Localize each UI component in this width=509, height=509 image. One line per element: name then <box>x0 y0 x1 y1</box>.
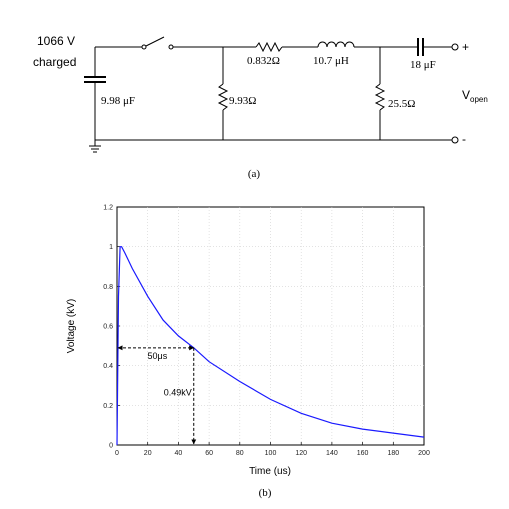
y-tick-label: 0 <box>109 443 113 450</box>
y-tick-label: 0.4 <box>103 363 113 370</box>
annotation-voltage-label: 0.49kV <box>164 387 192 397</box>
l1-label: 10.7 μH <box>313 55 349 67</box>
x-tick-label: 40 <box>175 450 183 457</box>
y-axis-ticks: 0 0.2 0.4 0.6 0.8 1 1.2 <box>103 205 120 450</box>
r2-label: 0.832Ω <box>247 55 280 67</box>
annotation-time-label: 50μs <box>148 351 168 361</box>
y-axis-label: Voltage (kV) <box>66 299 77 353</box>
x-tick-label: 180 <box>387 450 399 457</box>
capacitor-c1-symbol <box>84 76 106 83</box>
x-tick-label: 200 <box>418 450 430 457</box>
panel-label-a: (a) <box>248 168 261 180</box>
x-tick-label: 0 <box>115 450 119 457</box>
y-tick-label: 0.8 <box>103 284 113 291</box>
c1-label: 9.98 μF <box>101 95 135 107</box>
output-terminal-plus <box>451 43 459 51</box>
resistor-r1-symbol <box>217 83 229 111</box>
y-tick-label: 1 <box>109 244 113 251</box>
resistor-r2-symbol <box>255 41 283 53</box>
r1-label: 9.93Ω <box>229 95 256 107</box>
source-voltage-label: 1066 V <box>37 34 75 48</box>
capacitor-c2-symbol <box>417 38 424 56</box>
c2-label: 18 μF <box>410 59 436 71</box>
x-tick-label: 140 <box>326 450 338 457</box>
plus-label: + <box>462 40 469 54</box>
x-tick-label: 80 <box>236 450 244 457</box>
x-axis-ticks: 0 20 40 60 80 100 120 140 160 180 200 <box>115 442 430 457</box>
ground-icon <box>89 140 101 153</box>
circuit-diagram: 1066 V charged 9.98 μF 9.93Ω 0.832Ω 10.7… <box>33 34 488 180</box>
x-tick-label: 120 <box>295 450 307 457</box>
y-tick-label: 0.2 <box>103 403 113 410</box>
y-tick-label: 1.2 <box>103 205 113 212</box>
output-voltage-label: Vopen <box>462 88 488 104</box>
switch-symbol <box>141 36 174 50</box>
r3-label: 25.5Ω <box>388 98 415 110</box>
x-axis-label: Time (us) <box>249 466 291 477</box>
source-state-label: charged <box>33 55 76 69</box>
plot-grid <box>117 207 424 445</box>
minus-label: - <box>462 132 466 146</box>
x-tick-label: 60 <box>205 450 213 457</box>
x-tick-label: 160 <box>357 450 369 457</box>
inductor-l1-symbol <box>317 41 355 48</box>
x-tick-label: 100 <box>265 450 277 457</box>
panel-label-b: (b) <box>259 487 272 499</box>
x-tick-label: 20 <box>144 450 152 457</box>
output-terminal-minus <box>451 136 459 144</box>
y-tick-label: 0.6 <box>103 324 113 331</box>
output-voltage-sub: open <box>470 95 488 104</box>
resistor-r3-symbol <box>374 83 386 111</box>
voltage-curve-line <box>116 246 425 446</box>
voltage-plot: 0 20 40 60 80 100 120 140 160 180 200 0 0.2 0.4 0.6 0.… <box>66 205 430 500</box>
